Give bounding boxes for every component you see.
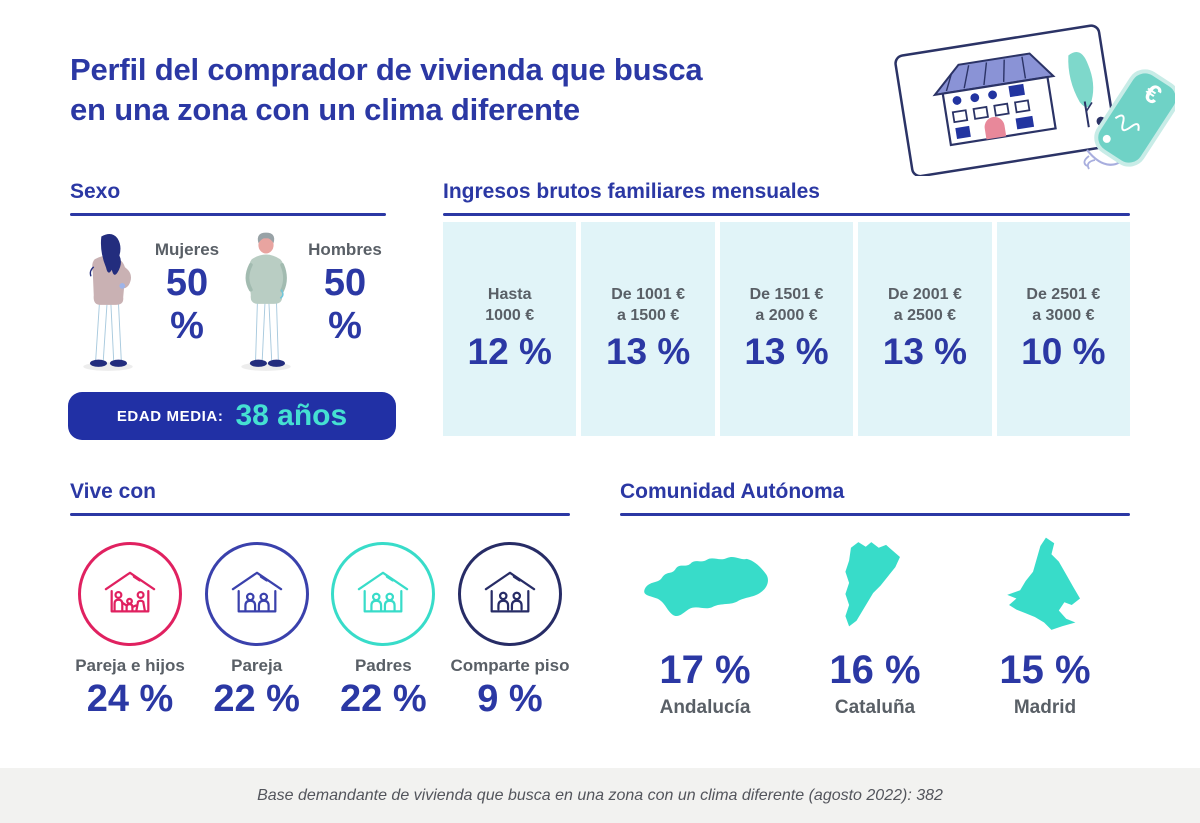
vive-con-heading: Vive con bbox=[70, 480, 156, 503]
vive-con-item: Padres 22 % bbox=[323, 542, 443, 721]
comunidad-label: Cataluña bbox=[834, 697, 916, 718]
madrid-map bbox=[960, 534, 1130, 640]
vive-con-item: Pareja 22 % bbox=[197, 542, 317, 721]
section-vive-con: Vive con bbox=[70, 480, 570, 721]
cataluna-map bbox=[790, 534, 960, 640]
vive-con-value: 9 % bbox=[477, 678, 543, 720]
income-bracket-card: De 2501 € a 3000 € 10 % bbox=[996, 222, 1131, 436]
family-house-icon bbox=[78, 542, 182, 646]
comunidad-row: 17 % Andalucía 16 % Cataluña 15 bbox=[620, 534, 1130, 719]
income-bracket-card: De 1001 € a 1500 € 13 % bbox=[581, 222, 715, 436]
comunidad-value: 16 % bbox=[829, 648, 921, 692]
average-age-value: 38 años bbox=[235, 399, 348, 432]
man-illustration bbox=[228, 228, 304, 376]
flatmates-house-icon bbox=[457, 542, 562, 646]
comunidad-heading: Comunidad Autónoma bbox=[620, 480, 845, 503]
vive-con-label: Pareja e hijos bbox=[75, 656, 185, 675]
comunidad-value: 15 % bbox=[999, 648, 1091, 692]
woman-illustration-svg bbox=[83, 234, 133, 371]
income-bracket-value: 13 % bbox=[605, 330, 691, 372]
vive-con-underline bbox=[70, 513, 570, 516]
comunidad-underline bbox=[620, 513, 1130, 516]
page-title: Perfil del comprador de vivienda que bus… bbox=[70, 50, 703, 129]
income-bracket-label: De 2501 € a 3000 € bbox=[1026, 286, 1101, 324]
income-bracket-value: 13 % bbox=[882, 330, 968, 372]
sexo-heading: Sexo bbox=[70, 180, 121, 203]
section-sexo: Sexo Mujeres 5 bbox=[70, 180, 386, 376]
vive-con-row: Pareja e hijos 24 % Pareja 22 bbox=[70, 542, 570, 721]
comunidad-item: 15 % Madrid bbox=[960, 534, 1130, 719]
income-bracket-label: De 1501 € a 2000 € bbox=[749, 286, 824, 324]
ingresos-underline bbox=[443, 213, 1130, 216]
house-price-tag-illustration: € bbox=[845, 18, 1180, 178]
couple-house-icon bbox=[204, 542, 309, 646]
average-age-badge: EDAD MEDIA: 38 años bbox=[68, 392, 396, 440]
vive-con-label: Pareja bbox=[231, 656, 283, 675]
man-illustration-svg bbox=[241, 232, 291, 371]
income-bracket-card: De 1501 € a 2000 € 13 % bbox=[719, 222, 854, 436]
house-price-tag-illustration-svg: € bbox=[894, 24, 1180, 178]
comunidad-label: Madrid bbox=[1013, 697, 1077, 718]
parents-house-icon bbox=[331, 542, 436, 646]
income-bracket-label: De 1001 € a 1500 € bbox=[611, 286, 686, 324]
comunidad-value: 17 % bbox=[659, 648, 751, 692]
vive-con-item: Comparte piso 9 % bbox=[450, 542, 570, 721]
sexo-stat-hombres: Hombres 50 % bbox=[304, 240, 386, 376]
vive-con-value: 24 % bbox=[86, 678, 174, 720]
average-age-label: EDAD MEDIA: bbox=[116, 407, 224, 425]
vive-con-value: 22 % bbox=[213, 678, 300, 720]
hombres-value: 50 % bbox=[323, 262, 367, 347]
comunidad-item: 16 % Cataluña bbox=[790, 534, 960, 719]
sexo-underline bbox=[70, 213, 386, 216]
section-ingresos: Ingresos brutos familiares mensuales Has… bbox=[443, 180, 1131, 436]
comunidad-label: Andalucía bbox=[659, 697, 751, 718]
section-comunidad-autonoma: Comunidad Autónoma 17 % Andalucía 16 bbox=[620, 480, 1130, 719]
vive-con-label: Padres bbox=[354, 656, 412, 675]
income-bracket-value: 12 % bbox=[467, 330, 552, 372]
income-bracket-value: 10 % bbox=[1021, 330, 1106, 372]
hombres-label: Hombres bbox=[308, 240, 382, 259]
ingresos-heading: Ingresos brutos familiares mensuales bbox=[443, 180, 820, 203]
mujeres-value: 50 % bbox=[165, 262, 209, 347]
income-columns: Hasta 1000 € 12 % De 1001 € a 1500 € 13 … bbox=[443, 222, 1131, 436]
woman-illustration bbox=[70, 228, 146, 376]
page-title-line2: en una zona con un clima diferente bbox=[70, 91, 580, 127]
vive-con-value: 22 % bbox=[340, 678, 427, 720]
footnote-text: Base demandante de vivienda que busca en… bbox=[257, 786, 943, 804]
sexo-stat-mujeres: Mujeres 50 % bbox=[146, 240, 228, 376]
comunidad-item: 17 % Andalucía bbox=[620, 534, 790, 719]
page-title-line1: Perfil del comprador de vivienda que bus… bbox=[70, 52, 703, 87]
income-bracket-label: De 2001 € a 2500 € bbox=[888, 286, 962, 324]
andalucia-map bbox=[620, 534, 790, 640]
income-bracket-value: 13 % bbox=[744, 330, 829, 372]
income-bracket-label: Hasta 1000 € bbox=[485, 286, 535, 324]
footnote-bar: Base demandante de vivienda que busca en… bbox=[0, 768, 1200, 823]
vive-con-label: Comparte piso bbox=[450, 656, 570, 675]
mujeres-label: Mujeres bbox=[154, 240, 220, 259]
sexo-row: Mujeres 50 % Homb bbox=[70, 228, 386, 376]
income-bracket-card: De 2001 € a 2500 € 13 % bbox=[858, 222, 992, 436]
income-bracket-card: Hasta 1000 € 12 % bbox=[443, 222, 577, 436]
vive-con-item: Pareja e hijos 24 % bbox=[70, 542, 190, 721]
